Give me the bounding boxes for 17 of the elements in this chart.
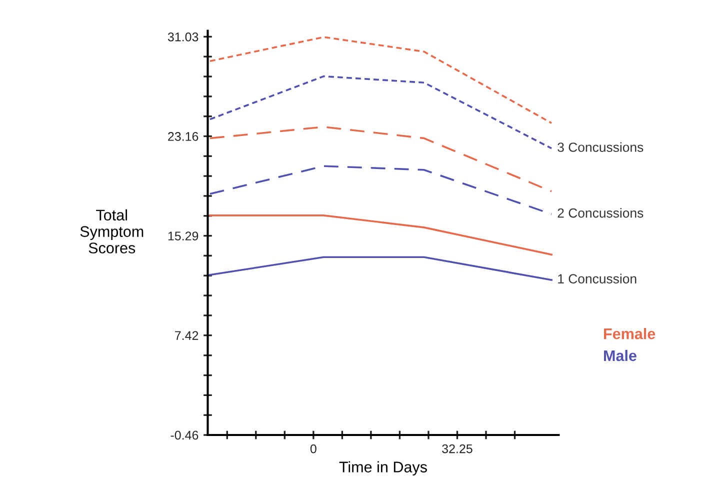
- text: Male: [604, 350, 636, 362]
- x-axis-title: Time in Days: [339, 461, 427, 476]
- y-tick-label: 23.16: [168, 132, 198, 141]
- line-series: [209, 36, 552, 124]
- annotation: 3 Concussions: [558, 142, 644, 152]
- x-tick-label: 0: [310, 444, 316, 454]
- annotation: 1 Concussion: [558, 274, 636, 284]
- y-axis-title: Total Symptom Scores: [80, 209, 144, 254]
- y-tick-label: -0.46: [170, 430, 198, 440]
- text: Female: [604, 328, 656, 340]
- x-tick-label: 32.25: [442, 444, 472, 454]
- y-tick-label: 15.29: [168, 232, 198, 240]
- annotation: 2 Concussions: [558, 208, 644, 218]
- y-tick-label: 7.42: [175, 331, 198, 340]
- y-tick-label: 31.03: [168, 32, 198, 42]
- line-series: [209, 165, 552, 216]
- line-series: [209, 75, 552, 150]
